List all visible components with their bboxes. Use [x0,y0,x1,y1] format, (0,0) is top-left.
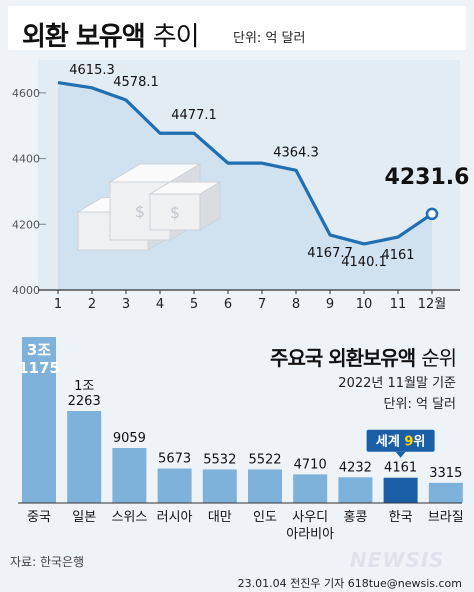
bar-category-label: 사우디 [292,510,328,525]
bar-category-label: 일본 [72,510,96,525]
bar-value-label: 5532 [203,452,236,467]
bar-value-label: 9059 [113,431,146,446]
x-tick-label: 3 [122,297,130,312]
rank-badge-pointer [395,451,406,458]
bar-value-label: 2263 [68,394,101,409]
bar-category-label: 아라비아 [286,527,334,542]
data-label: 4161 [381,248,414,263]
x-tick-label: 10 [356,297,373,312]
bar-category-label: 러시아 [157,510,193,525]
rank-date: 2022년 11월말 기준 [338,376,456,391]
x-tick-label: 1 [54,297,62,312]
bar-value-label: 3조 [27,341,51,359]
bar-category-label: 한국 [389,510,413,525]
data-label: 4578.1 [113,75,159,90]
rank-badge-text: 세계 9위 [376,435,425,450]
x-tick-label: 11 [390,297,407,312]
data-label: 4364.3 [273,145,319,160]
bar-value-label: 1175 [18,359,60,377]
money-stack-illustration: $$$ [76,163,222,251]
bar-value-label: 5673 [158,452,191,467]
source-label: 자료: 한국은행 [10,555,85,569]
svg-text:$: $ [135,202,145,221]
bar [383,477,418,503]
bar-value-label: 4232 [339,460,372,475]
rank-unit-label: 단위: 억 달러 [383,397,456,412]
x-tick-label: 6 [224,297,232,312]
x-tick-label: 4 [156,297,164,312]
svg-text:$: $ [170,203,180,222]
data-label: 4477.1 [171,108,217,123]
bar-category-label: 홍콩 [343,510,367,525]
watermark-logo: NEWSIS [350,548,445,572]
series-line [57,81,433,246]
data-label: 4231.6 [385,165,470,190]
x-tick-label: 5 [190,297,198,312]
data-label: 4167.7 [307,246,353,261]
bar [293,474,328,503]
y-tick-label: 4200 [12,218,40,231]
bar-value-label: 1조 [74,379,94,394]
bar [112,448,147,503]
data-label: 4615.3 [69,63,115,78]
x-tick-label: 12월 [418,297,447,312]
bar [22,337,56,503]
rank-title: 주요국 외환보유액 순위 [270,346,457,370]
bar [202,469,237,503]
data-label: 4140.1 [341,255,387,270]
bar-category-label: 대만 [208,510,232,525]
x-tick-label: 2 [88,297,96,312]
chart-title: 외환 보유액 추이 [22,16,200,53]
bar-value-label: 3315 [429,466,462,481]
bar-category-label: 중국 [27,510,51,525]
title-light: 추이 [152,22,200,52]
y-tick-label: 4600 [12,87,40,100]
y-tick-label: 4400 [12,153,40,166]
header-box: 외환 보유액 추이 단위: 억 달러 [8,6,466,53]
bar-value-label: 4710 [294,457,327,472]
credit-label: 23.01.04 전진우 기자 618tue@newsis.com [237,577,462,590]
bar [157,468,192,503]
bar [338,477,373,503]
bar-value-label: 5522 [248,452,281,467]
title-bold: 외환 보유액 [22,22,146,52]
x-tick-label: 8 [292,297,300,312]
bar [67,411,102,503]
bar-value-label: 4161 [384,461,417,476]
data-point [425,207,439,221]
unit-label: 단위: 억 달러 [233,31,306,46]
y-tick-label: 4000 [12,284,40,297]
bar-category-label: 브라질 [428,510,464,525]
bar [428,482,463,503]
bar-category-label: 스위스 [111,510,147,525]
bar-category-label: 인도 [253,510,277,525]
x-tick-label: 7 [258,297,266,312]
rank-badge [366,429,435,452]
bar [248,469,282,503]
x-tick-label: 9 [326,297,334,312]
